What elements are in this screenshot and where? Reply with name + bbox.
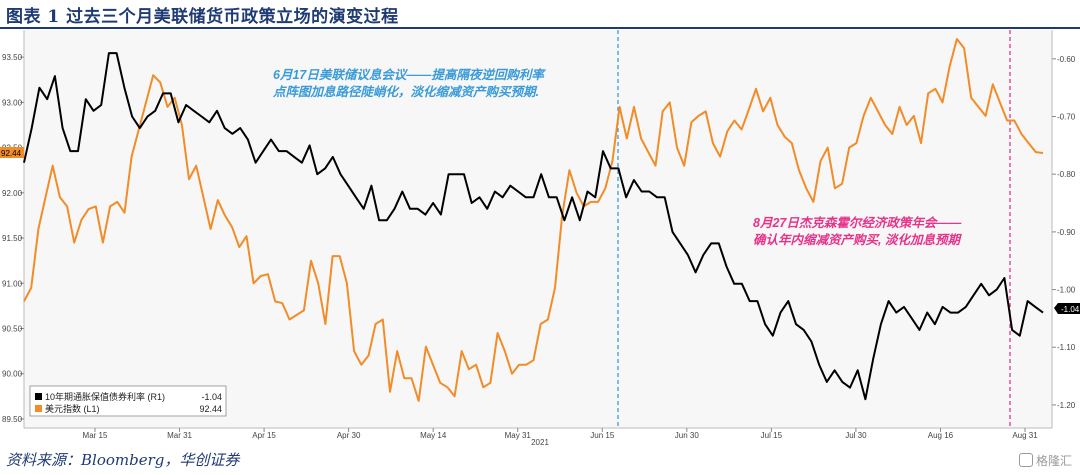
left-last-value: 92.44 <box>1 149 22 158</box>
x-axis-tick-label-1: Mar 31 <box>167 431 192 440</box>
watermark-text: 格隆汇 <box>1035 454 1072 468</box>
left-axis-tick-label-6: 90.50 <box>2 325 23 334</box>
left-axis-tick-label-7: 90.00 <box>2 370 23 379</box>
x-axis-year-label: 2021 <box>531 438 549 447</box>
x-axis-tick-label-0: Mar 15 <box>83 431 108 440</box>
right-axis-tick-label-2: -0.80 <box>1057 170 1076 179</box>
tips-yield-line <box>23 52 1044 401</box>
x-axis-tick-label-4: May 14 <box>420 431 447 440</box>
right-axis-tick-label-0: -0.60 <box>1057 55 1076 64</box>
x-axis-tick-label-9: Jul 30 <box>845 431 867 440</box>
legend-label-tips: 10年期通胀保值债券利率 (R1) <box>45 391 165 402</box>
x-axis-tick-label-2: Apr 15 <box>252 431 276 440</box>
x-axis-tick-label-7: Jun 30 <box>675 431 700 440</box>
x-axis-tick-label-6: Jun 15 <box>590 431 615 440</box>
right-axis-tick-label-4: -1.00 <box>1057 286 1076 295</box>
chart-title: 图表 1 过去三个月美联储货币政策立场的演变过程 <box>6 7 399 27</box>
right-axis-tick-label-6: -1.20 <box>1057 401 1076 410</box>
left-axis-tick-label-4: 91.50 <box>2 234 23 243</box>
left-axis-tick-label-5: 91.00 <box>2 279 23 288</box>
legend-label-usd: 美元指数 (L1) <box>45 403 100 414</box>
annotation-jackson-line1: 8月27日杰克森霍尔经济政策年会—— <box>753 216 962 230</box>
annotation-fed-line2: 点阵图加息路径陡峭化，淡化缩减资产购买预期. <box>272 85 539 99</box>
right-axis-ticks: -0.60 -0.70 -0.80 -0.90 -1.00 -1.10 -1.20 <box>1052 55 1076 410</box>
legend-value-usd: 92.44 <box>199 404 222 414</box>
watermark: 格隆汇 <box>1018 452 1072 469</box>
annotation-jackson-line2: 确认年内缩减资产购买, 淡化加息预期 <box>753 233 962 247</box>
right-axis-tick-label-3: -0.90 <box>1057 228 1076 237</box>
watermark-logo-icon <box>1018 453 1033 467</box>
x-axis-tick-label-11: Aug 31 <box>1012 431 1038 440</box>
legend: 10年期通胀保值债券利率 (R1) -1.04 美元指数 (L1) 92.44 <box>29 385 227 417</box>
legend-swatch-tips <box>35 393 42 400</box>
right-axis-tick-label-1: -0.70 <box>1057 113 1076 122</box>
x-axis-tick-label-8: Jul 15 <box>761 431 783 440</box>
left-axis-tick-label-1: 93.00 <box>2 98 23 107</box>
x-axis-ticks: Mar 15 Mar 31 Apr 15 Apr 30 May 14 May 31 Jun … <box>83 428 1038 440</box>
left-axis-ticks: 93.5093.0092.5092.0091.5091.0090.5090.00… <box>2 53 24 424</box>
chart: Mar 15 Mar 31 Apr 15 Apr 30 May 14 May 31 Jun … <box>0 30 1080 447</box>
left-axis-tick-label-0: 93.50 <box>2 53 23 62</box>
left-axis-tick-label-8: 89.50 <box>2 415 23 424</box>
title-rule <box>0 27 1080 29</box>
left-axis-tick-label-3: 92.00 <box>2 189 23 198</box>
right-last-value: -1.04 <box>1061 305 1080 314</box>
left-last-value-tag: 92.44 <box>0 147 24 158</box>
right-last-value-tag: -1.04 <box>1054 303 1080 314</box>
x-axis-tick-label-10: Aug 16 <box>928 431 954 440</box>
usd-index-line <box>23 38 1044 402</box>
x-axis-tick-label-5: May 31 <box>505 431 532 440</box>
x-axis-tick-label-3: Apr 30 <box>337 431 361 440</box>
source-note: 资料来源：Bloomberg，华创证券 <box>6 451 240 469</box>
legend-value-tips: -1.04 <box>201 392 222 402</box>
legend-swatch-usd <box>35 405 42 412</box>
right-axis-tick-label-5: -1.10 <box>1057 343 1076 352</box>
annotation-fed-line1: 6月17日美联储议息会议——提高隔夜逆回购利率 <box>273 68 546 82</box>
plot-background <box>24 30 1052 428</box>
